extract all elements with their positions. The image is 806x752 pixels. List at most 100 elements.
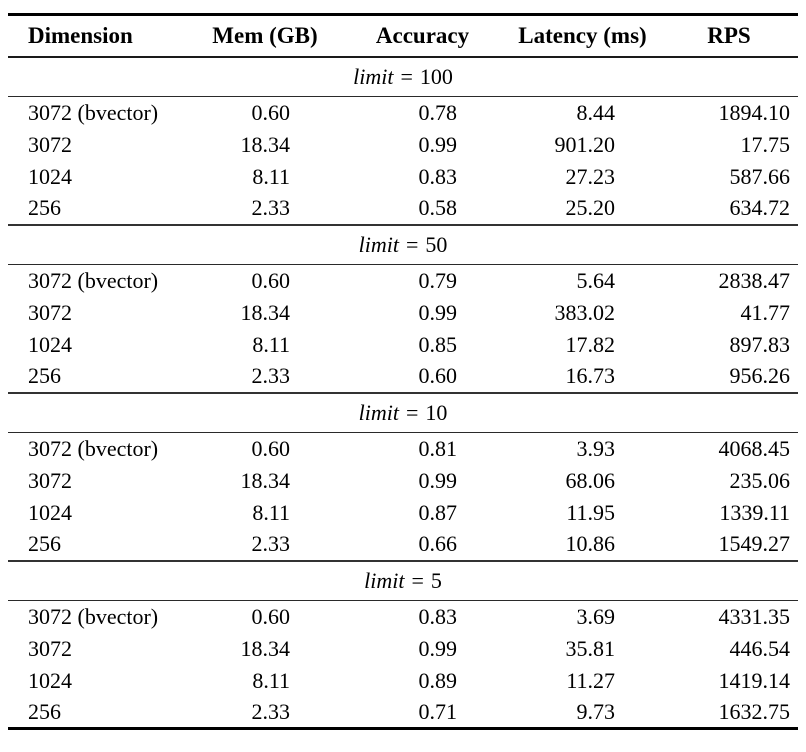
section-title-var: limit	[358, 399, 399, 425]
cell-accuracy: 0.85	[418, 331, 458, 357]
cell-accuracy: 0.81	[418, 435, 458, 461]
table-row: 256 2.33 0.58 25.20 634.72	[8, 193, 798, 225]
cell-accuracy: 0.66	[418, 531, 458, 556]
cell-rps: 1339.11	[719, 499, 790, 525]
section-title: limit = 10	[8, 392, 798, 433]
benchmark-table: Dimension Mem (GB) Accuracy Latency (ms)…	[8, 13, 798, 730]
cell-dimension: 3072 (bvector)	[28, 435, 159, 461]
column-header-rps: RPS	[707, 22, 751, 48]
cell-accuracy: 0.99	[418, 131, 458, 157]
table-row: 3072 18.34 0.99 383.02 41.77	[8, 297, 798, 329]
cell-accuracy: 0.87	[418, 499, 458, 525]
section-title: limit = 50	[8, 224, 798, 265]
cell-dimension: 1024	[28, 331, 72, 357]
cell-latency: 25.20	[565, 195, 616, 220]
cell-accuracy: 0.99	[418, 467, 458, 493]
section-title-eq: =	[405, 231, 419, 257]
cell-dimension: 1024	[28, 163, 72, 189]
cell-mem: 8.11	[252, 163, 290, 189]
cell-rps: 4068.45	[718, 435, 791, 461]
cell-mem: 18.34	[240, 467, 291, 493]
section-title: limit = 5	[8, 560, 798, 601]
table-row: 3072 18.34 0.99 901.20 17.75	[8, 129, 798, 161]
cell-accuracy: 0.83	[418, 603, 458, 629]
cell-dimension: 1024	[28, 499, 72, 525]
cell-dimension: 256	[28, 531, 61, 556]
cell-dimension: 256	[28, 363, 61, 388]
cell-dimension: 3072	[28, 467, 72, 493]
cell-rps: 4331.35	[718, 603, 791, 629]
section-limit-10: limit = 10 3072 (bvector) 0.60 0.81 3.93 4…	[8, 392, 798, 561]
cell-accuracy: 0.71	[418, 698, 458, 724]
cell-rps: 2838.47	[718, 267, 791, 293]
cell-latency: 27.23	[565, 163, 616, 189]
cell-accuracy: 0.60	[418, 363, 458, 388]
column-header-latency: Latency (ms)	[518, 22, 647, 48]
cell-rps: 235.06	[729, 467, 791, 493]
table-row: 3072 (bvector) 0.60 0.78 8.44 1894.10	[8, 97, 798, 129]
cell-latency: 11.95	[566, 499, 615, 525]
section-title: limit = 100	[8, 56, 798, 97]
table-row: 3072 (bvector) 0.60 0.79 5.64 2838.47	[8, 265, 798, 297]
cell-rps: 587.66	[729, 163, 791, 189]
cell-rps: 634.72	[729, 195, 791, 220]
table-row: 256 2.33 0.60 16.73 956.26	[8, 361, 798, 393]
cell-latency: 3.93	[576, 435, 616, 461]
cell-latency: 3.69	[576, 603, 616, 629]
section-title-eq: =	[405, 399, 419, 425]
table-row: 3072 18.34 0.99 68.06 235.06	[8, 465, 798, 497]
header-row: Dimension Mem (GB) Accuracy Latency (ms)…	[8, 15, 798, 57]
cell-dimension: 256	[28, 698, 61, 724]
section-limit-5: limit = 5 3072 (bvector) 0.60 0.83 3.69 43…	[8, 560, 798, 729]
table-row: 3072 (bvector) 0.60 0.81 3.93 4068.45	[8, 433, 798, 465]
cell-dimension: 3072 (bvector)	[28, 603, 159, 629]
section-title-var: limit	[364, 567, 405, 593]
cell-mem: 8.11	[252, 331, 290, 357]
section-title-cell: limit = 50	[8, 225, 798, 265]
section-title-cell: limit = 5	[8, 561, 798, 601]
cell-rps: 1632.75	[718, 698, 791, 724]
cell-latency: 68.06	[565, 467, 616, 493]
cell-dimension: 3072 (bvector)	[28, 99, 159, 125]
cell-mem: 0.60	[251, 435, 291, 461]
cell-latency: 16.73	[565, 363, 616, 388]
column-header-accuracy: Accuracy	[375, 22, 470, 48]
table-row: 1024 8.11 0.87 11.95 1339.11	[8, 497, 798, 529]
cell-dimension: 3072 (bvector)	[28, 267, 159, 293]
section-title-value: 5	[430, 567, 442, 593]
cell-accuracy: 0.79	[418, 267, 458, 293]
cell-rps: 1894.10	[718, 99, 791, 125]
section-title-var: limit	[353, 63, 394, 89]
cell-mem: 18.34	[240, 299, 291, 325]
table-row: 1024 8.11 0.85 17.82 897.83	[8, 329, 798, 361]
cell-mem: 2.33	[251, 195, 291, 220]
cell-latency: 9.73	[576, 698, 616, 724]
cell-mem: 8.11	[252, 499, 290, 525]
cell-rps: 41.77	[740, 299, 791, 325]
cell-accuracy: 0.89	[418, 667, 458, 693]
cell-mem: 18.34	[240, 635, 291, 661]
cell-mem: 2.33	[251, 531, 291, 556]
table-row: 1024 8.11 0.89 11.27 1419.14	[8, 665, 798, 697]
cell-rps: 956.26	[729, 363, 791, 388]
section-title-var: limit	[358, 231, 399, 257]
cell-rps: 17.75	[740, 131, 791, 157]
table-row: 3072 18.34 0.99 35.81 446.54	[8, 633, 798, 665]
section-title-eq: =	[400, 63, 413, 89]
cell-latency: 35.81	[565, 635, 616, 661]
table-row: 1024 8.11 0.83 27.23 587.66	[8, 161, 798, 193]
cell-accuracy: 0.58	[418, 195, 458, 220]
cell-accuracy: 0.83	[418, 163, 458, 189]
cell-latency: 901.20	[554, 131, 616, 157]
cell-dimension: 3072	[28, 299, 72, 325]
cell-dimension: 3072	[28, 131, 72, 157]
cell-rps: 1419.14	[718, 667, 791, 693]
cell-mem: 0.60	[251, 603, 291, 629]
table-header: Dimension Mem (GB) Accuracy Latency (ms)…	[8, 15, 798, 57]
cell-dimension: 3072	[28, 635, 72, 661]
column-header-dimension: Dimension	[28, 22, 133, 48]
cell-accuracy: 0.78	[418, 99, 458, 125]
section-title-cell: limit = 10	[8, 393, 798, 433]
cell-latency: 17.82	[565, 331, 616, 357]
